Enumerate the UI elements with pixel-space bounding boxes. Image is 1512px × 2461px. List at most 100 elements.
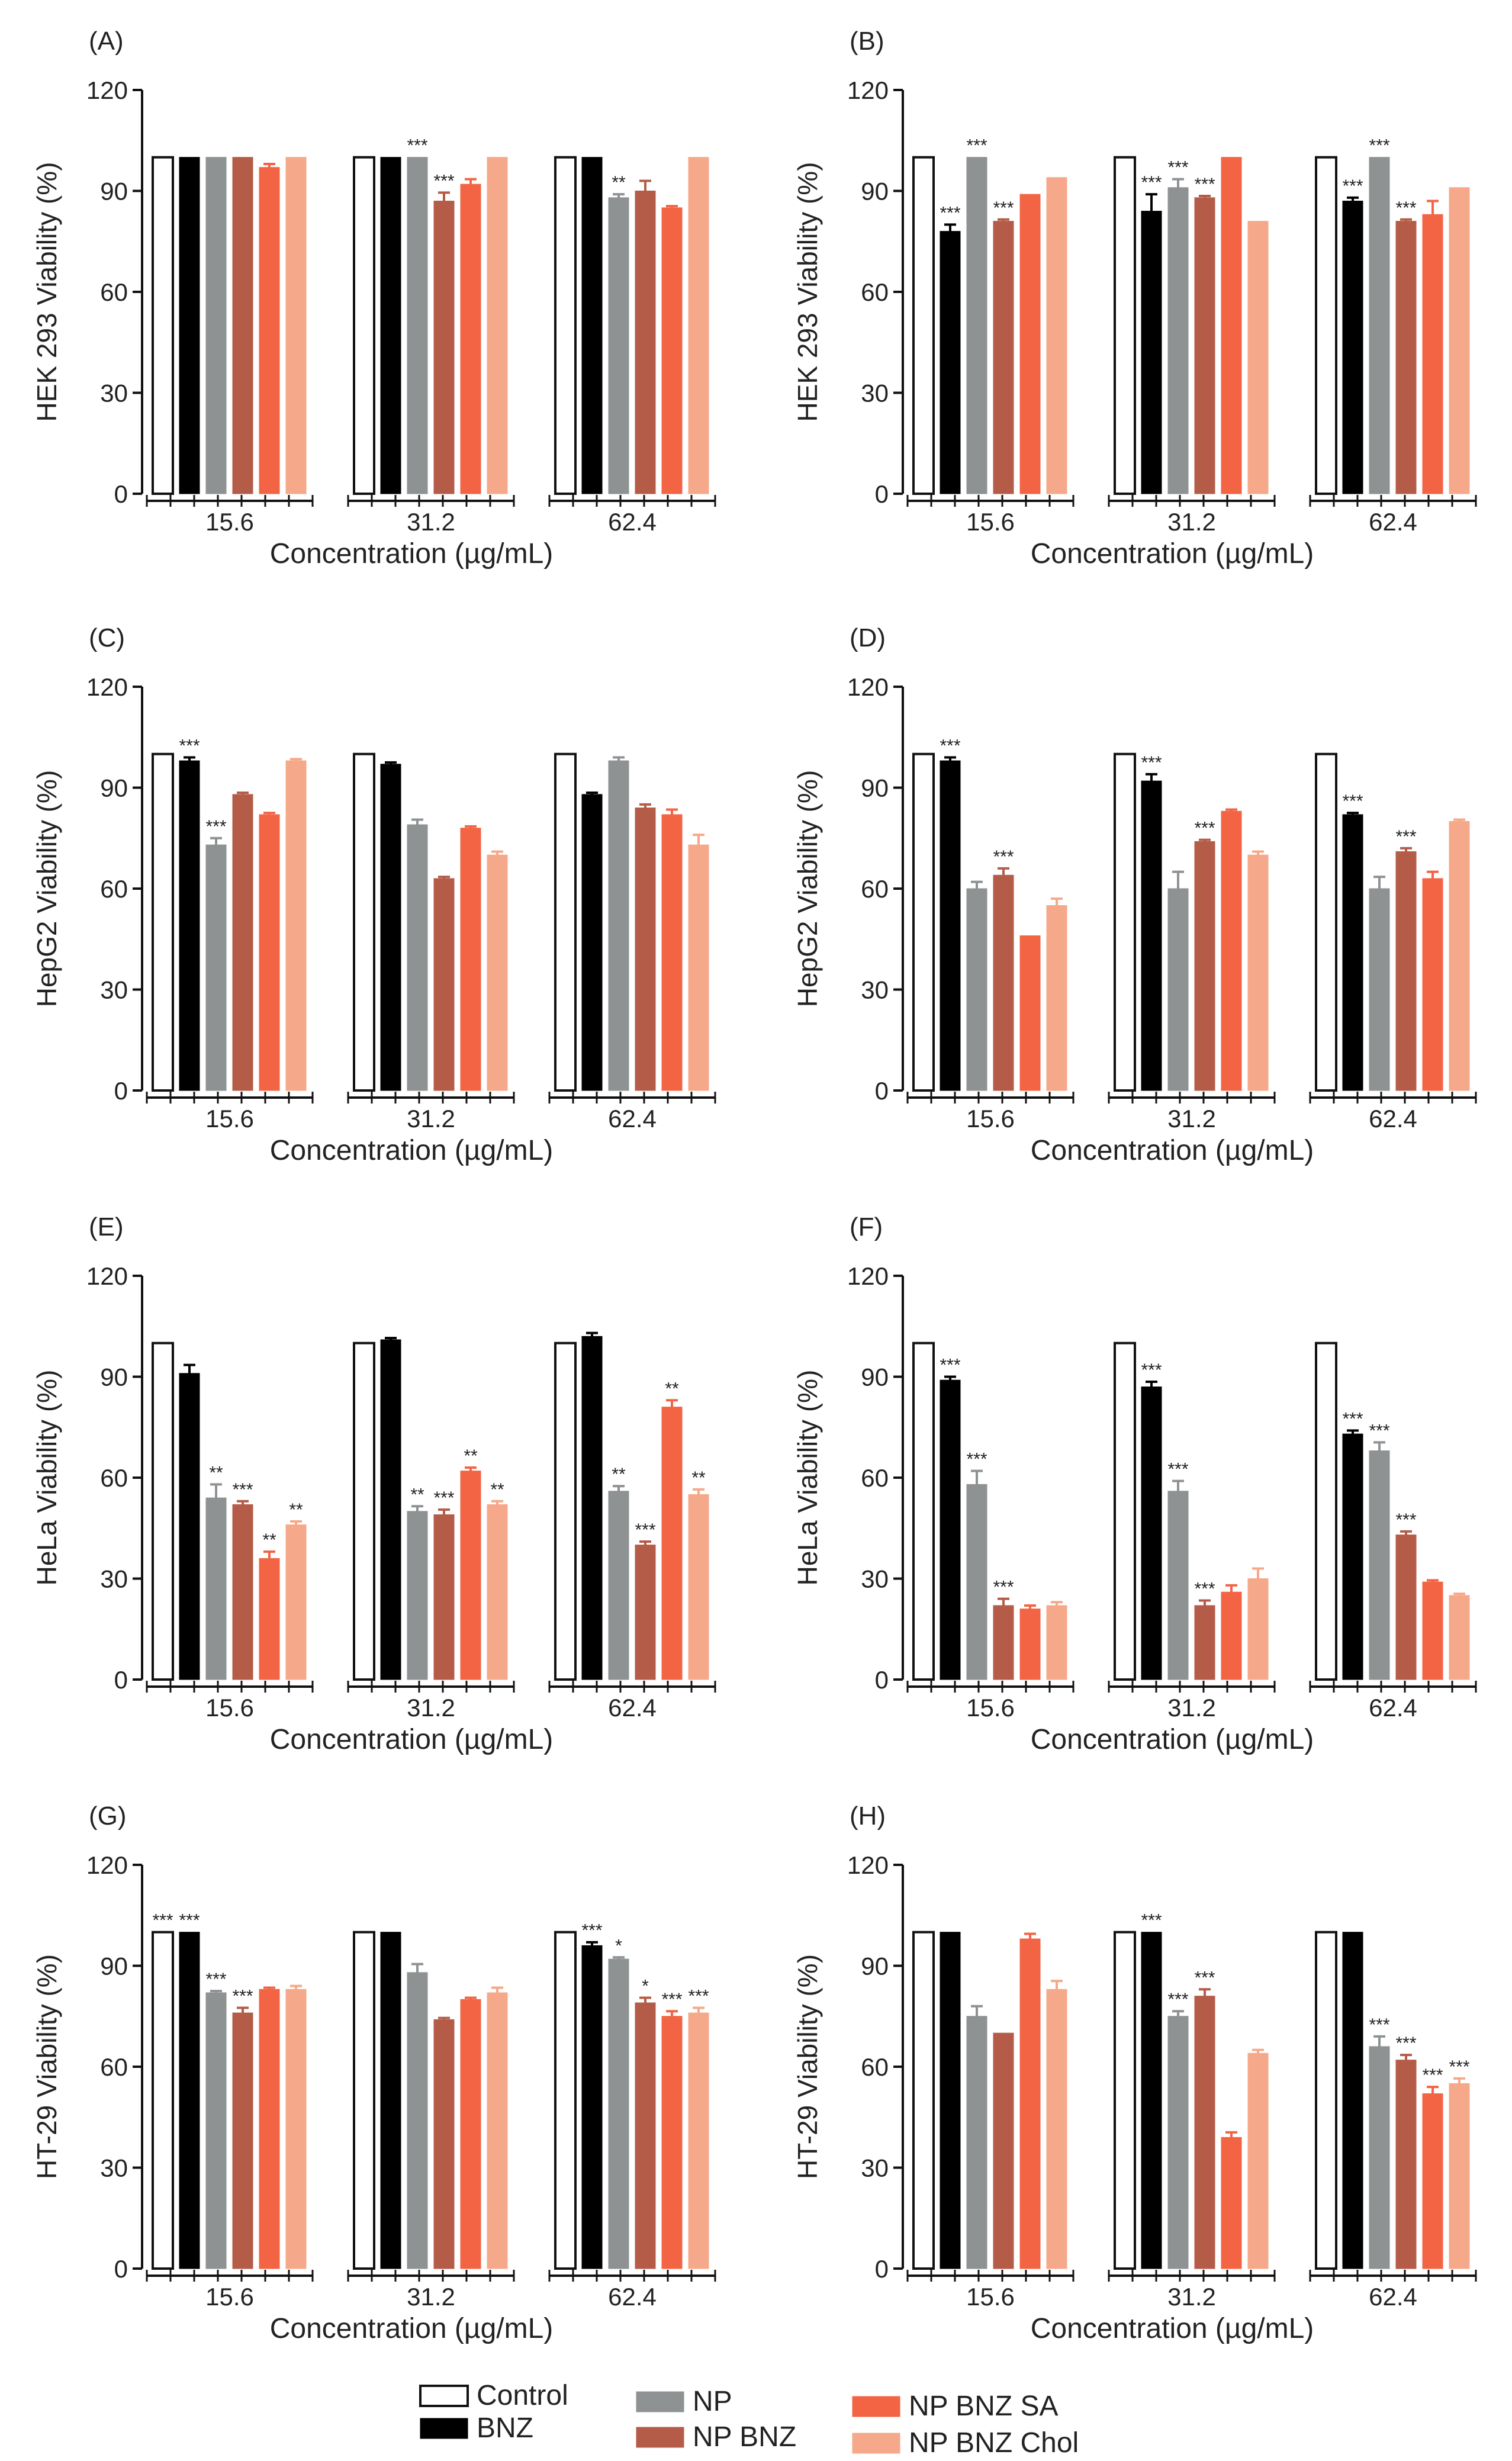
y-tick-label: 60 [100, 1464, 128, 1492]
bar-control [912, 752, 935, 1092]
legend-label: NP BNZ SA [909, 2391, 1059, 2422]
significance-label: *** [433, 1488, 454, 1508]
significance-label: ** [612, 173, 626, 192]
bar-control [554, 156, 577, 495]
significance-label: *** [1141, 753, 1162, 773]
y-tick-label: 120 [847, 1262, 889, 1290]
bar-np-bnz-sa [1019, 1609, 1041, 1680]
bar-np-bnz-chol [487, 854, 508, 1091]
bar-control [554, 1342, 577, 1681]
y-tick-label: 30 [100, 379, 128, 407]
y-tick-label: 120 [86, 673, 128, 701]
bar-np-bnz [1395, 221, 1417, 494]
bar-bnz [1342, 1932, 1363, 2269]
bar-np-bnz-sa [1422, 1581, 1443, 1680]
y-tick-label: 60 [861, 278, 889, 306]
legend-swatch-np-bnz-sa [852, 2396, 900, 2417]
x-axis-label: Concentration (µg/mL) [1031, 538, 1314, 570]
bar-bnz [581, 157, 603, 494]
bar-np-bnz-sa [1221, 1591, 1242, 1680]
bar-bnz [179, 1932, 200, 2269]
legend-label: NP BNZ [693, 2421, 796, 2453]
y-tick-label: 0 [114, 1666, 128, 1694]
bar-np-bnz-sa [1019, 935, 1041, 1091]
y-tick-label: 60 [100, 278, 128, 306]
significance-label: * [615, 1936, 622, 1955]
x-axis-label: Concentration (µg/mL) [270, 1135, 554, 1166]
bar-np-bnz-sa [460, 1471, 481, 1680]
significance-label: *** [1422, 2066, 1443, 2085]
x-tick-label: 15.6 [205, 508, 254, 536]
bar-bnz [581, 1945, 603, 2269]
bar-np-bnz-chol [1449, 821, 1470, 1091]
panel-d: (D) 0 30 60 90 120 HepG2 Viability (%) 15.6 31.2… [792, 623, 1477, 1166]
y-tick-label: 90 [861, 1952, 889, 1980]
y-axis-label: HT-29 Viability (%) [792, 1954, 823, 2179]
significance-label: *** [940, 736, 960, 755]
x-tick-label: 62.4 [1369, 1105, 1417, 1133]
bar-np [966, 1484, 987, 1680]
x-tick-label: 62.4 [1369, 508, 1417, 536]
x-axis-label: Concentration (µg/mL) [1031, 1135, 1314, 1166]
bar-np-bnz-sa [259, 167, 280, 494]
bar-np-bnz-chol [1046, 1605, 1067, 1680]
bar-np [205, 1497, 227, 1680]
bar-control [1114, 752, 1136, 1092]
y-tick-label: 30 [861, 2154, 889, 2182]
x-axis-label: Concentration (µg/mL) [270, 538, 554, 570]
x-tick-label: 15.6 [966, 1694, 1015, 1722]
bar-np [608, 760, 629, 1091]
bar-control [912, 156, 935, 495]
bar-np-bnz [635, 1545, 656, 1680]
significance-label: *** [1194, 175, 1215, 194]
bar-control [353, 1931, 375, 2270]
y-tick-label: 120 [86, 1851, 128, 1879]
x-tick-label: 15.6 [205, 1694, 254, 1722]
bar-control [1315, 752, 1337, 1092]
bar-np-bnz-sa [1422, 2093, 1443, 2269]
significance-label: *** [1141, 1911, 1162, 1931]
bar-np-bnz-sa [460, 184, 481, 494]
bar-np-bnz-sa [1221, 810, 1242, 1091]
bar-np-bnz [1395, 1534, 1417, 1680]
y-tick-label: 90 [100, 1363, 128, 1391]
bar-np [205, 1992, 227, 2269]
bar-control [353, 156, 375, 495]
y-tick-label: 60 [861, 2053, 889, 2081]
panel-b: (B) 0 30 60 90 120 HEK 293 Viability (%) 15.6 31… [792, 27, 1477, 570]
bar-np-bnz-chol [487, 1992, 508, 2269]
bar-np-bnz-chol [688, 157, 709, 494]
bar-control [1315, 1342, 1337, 1681]
x-tick-label: 15.6 [966, 508, 1015, 536]
bar-np-bnz-sa [259, 814, 280, 1091]
bar-np [1167, 187, 1189, 494]
bar-np-bnz-chol [285, 1989, 307, 2269]
significance-label: *** [179, 736, 200, 755]
panel-label: (A) [89, 27, 124, 56]
bar-np-bnz-sa [1221, 157, 1242, 494]
bar-np-bnz-chol [285, 760, 307, 1091]
bar-np-bnz [232, 794, 253, 1091]
panel-a: (A) 0 30 60 90 120 HEK 293 Viability (%) 15.6 31… [31, 27, 716, 570]
y-tick-label: 30 [861, 976, 889, 1004]
bar-np-bnz-chol [487, 157, 508, 494]
y-tick-label: 90 [861, 178, 889, 205]
y-tick-label: 0 [114, 2255, 128, 2283]
significance-label: * [642, 1976, 649, 1996]
significance-label: *** [993, 198, 1014, 218]
panel-f: (F) 0 30 60 90 120 HeLa Viability (%) 15.6 31.2 6… [792, 1212, 1477, 1755]
significance-label: *** [688, 1987, 709, 2006]
bar-np-bnz [232, 1504, 253, 1680]
x-tick-label: 15.6 [966, 2283, 1015, 2311]
bar-np-bnz [433, 878, 455, 1091]
bar-np [205, 844, 227, 1091]
bar-np-bnz [433, 1514, 455, 1680]
significance-label: *** [1141, 1360, 1162, 1380]
bar-np-bnz-chol [688, 2012, 709, 2269]
significance-label: *** [661, 1990, 682, 2009]
significance-label: *** [205, 1970, 226, 1989]
significance-label: *** [1167, 158, 1188, 178]
y-tick-label: 120 [86, 76, 128, 104]
significance-label: *** [1395, 2034, 1416, 2053]
bar-np-bnz [635, 808, 656, 1091]
